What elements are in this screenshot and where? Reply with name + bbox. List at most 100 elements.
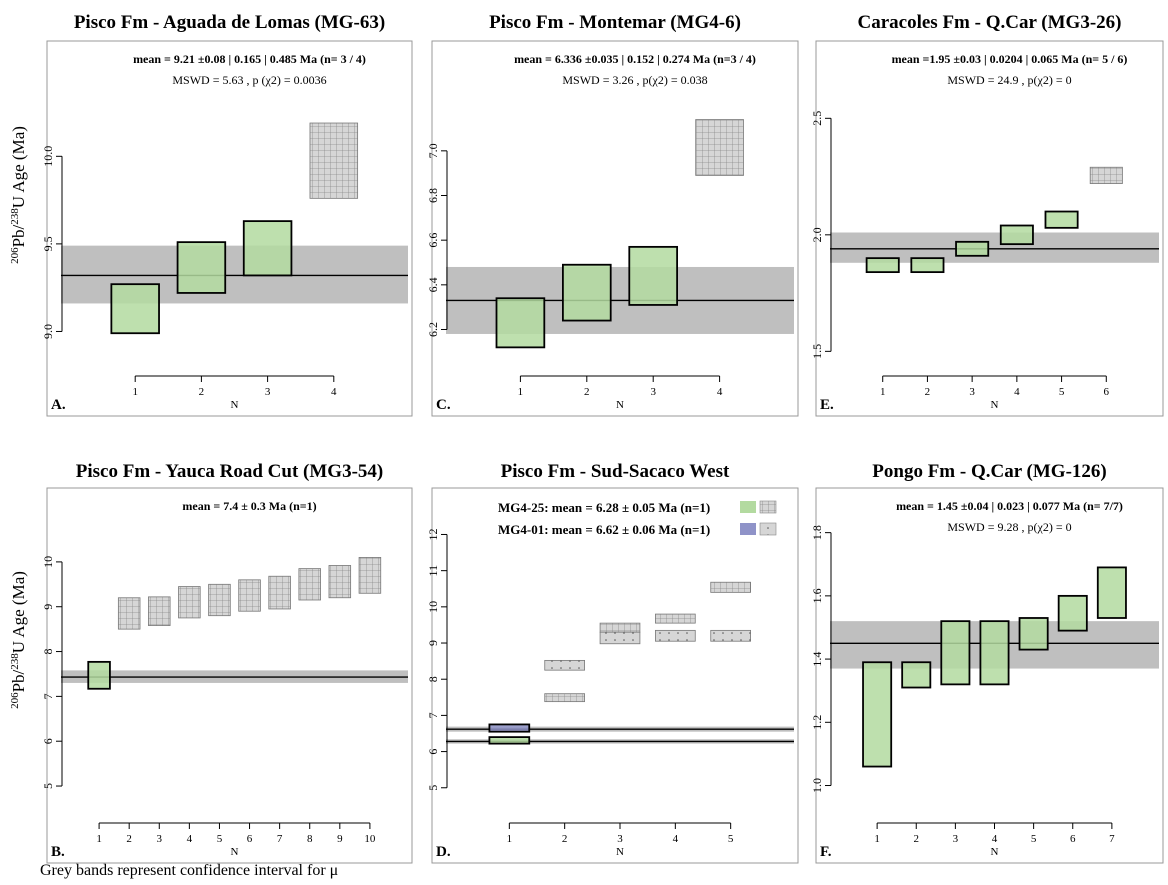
- stats-line: mean = 9.21 ±0.08 | 0.165 | 0.485 Ma (n=…: [133, 52, 366, 66]
- x-tick-label: 10: [364, 833, 376, 845]
- mswd-line: MSWD = 24.9 , p(χ2) = 0: [947, 73, 1071, 87]
- age-box-2: [901, 661, 932, 689]
- x-tick-label: 1: [874, 833, 880, 845]
- age-box-7: [268, 575, 291, 610]
- x-tick-label: 2: [914, 833, 920, 845]
- y-tick-label: 6.8: [426, 188, 440, 203]
- panel-frame: [46, 40, 413, 417]
- y-tick-label: 1.2: [810, 715, 824, 730]
- y-title-sup1: 206: [9, 247, 21, 264]
- x-tick-label: 3: [650, 386, 656, 398]
- age-box-4: [695, 119, 744, 176]
- mswd-line: MSWD = 5.63 , p (χ2) = 0.0036: [172, 73, 326, 87]
- y-tick-label: 5: [426, 785, 440, 791]
- age-box-6: [1057, 594, 1088, 632]
- x-tick-label: 5: [1031, 833, 1037, 845]
- y-title-mid: Pb/: [9, 224, 28, 247]
- age-box-3: [955, 240, 990, 257]
- legend-swatch-fill: [740, 523, 756, 535]
- panel-label: E.: [820, 397, 834, 413]
- x-tick-label: 7: [277, 833, 283, 845]
- x-tick-label: 4: [187, 833, 193, 845]
- age-box-2: [488, 723, 531, 733]
- age-box-4: [979, 620, 1010, 686]
- stats-line: mean = 6.336 ±0.035 | 0.152 | 0.274 Ma (…: [514, 52, 756, 66]
- x-tick-label: 5: [728, 833, 734, 845]
- y-tick-label: 9: [426, 640, 440, 646]
- age-box-3: [940, 620, 971, 686]
- x-tick-label: 2: [562, 833, 568, 845]
- age-box-2: [117, 597, 141, 630]
- x-tick-label: 3: [969, 386, 975, 398]
- y-tick-label: 7: [41, 693, 55, 699]
- y-tick-label: 8: [426, 676, 440, 682]
- y-tick-label: 5: [41, 783, 55, 789]
- age-box-6: [1089, 166, 1123, 184]
- mswd-line: MSWD = 3.26 , p(χ2) = 0.038: [562, 73, 707, 87]
- panel-frame: [815, 40, 1164, 417]
- x-tick-label: 2: [925, 386, 931, 398]
- x-tick-label: 5: [217, 833, 223, 845]
- age-box-3: [242, 220, 293, 277]
- panel-label: F.: [820, 844, 832, 860]
- x-axis-label: N: [231, 846, 239, 858]
- x-tick-label: 3: [617, 833, 623, 845]
- age-box-9: [710, 581, 751, 593]
- y-tick-label: 10.0: [41, 146, 55, 167]
- age-box-3: [148, 596, 171, 626]
- x-tick-label: 1: [96, 833, 102, 845]
- age-box-4: [309, 122, 359, 199]
- panel-C: Pisco Fm - Montemar (MG4-6) C. mean = 6.33…: [426, 12, 799, 417]
- age-box-3: [544, 693, 585, 703]
- age-box-8: [655, 629, 696, 642]
- panel-label: D.: [436, 844, 451, 860]
- x-tick-label: 9: [337, 833, 343, 845]
- y-title-suffix: U Age (Ma): [9, 126, 28, 208]
- x-tick-label: 4: [717, 386, 723, 398]
- panel-frame: [431, 487, 799, 864]
- panel-label: A.: [51, 397, 66, 413]
- legend-text-2: MG4-01: mean = 6.62 ± 0.06 Ma (n=1): [498, 522, 710, 537]
- age-box-8: [298, 568, 321, 601]
- x-tick-label: 5: [1059, 386, 1065, 398]
- age-box-9: [328, 565, 352, 599]
- age-box-3: [628, 245, 679, 306]
- y-title-sup2: 238: [9, 653, 21, 670]
- panel-B: Pisco Fm - Yauca Road Cut (MG3-54) B. mean…: [41, 461, 413, 864]
- x-tick-label: 1: [507, 833, 513, 845]
- y-tick-label: 6: [41, 738, 55, 744]
- age-box-4: [178, 586, 201, 619]
- age-box-1: [110, 283, 160, 335]
- panel-title: Pisco Fm - Montemar (MG4-6): [489, 12, 741, 33]
- y-title-suffix: U Age (Ma): [9, 571, 28, 653]
- x-tick-label: 6: [247, 833, 253, 845]
- age-box-5: [1044, 210, 1079, 229]
- mswd-line: MSWD = 9.28 , p(χ2) = 0: [947, 520, 1071, 534]
- age-box-1: [488, 736, 531, 745]
- y-tick-label: 1.0: [810, 778, 824, 793]
- age-box-2: [561, 263, 612, 322]
- x-tick-label: 1: [880, 386, 886, 398]
- x-axis-label: N: [231, 399, 239, 411]
- x-tick-label: 3: [953, 833, 959, 845]
- y-tick-label: 1.6: [810, 588, 824, 603]
- age-box-6: [599, 631, 641, 645]
- age-box-5: [208, 583, 231, 617]
- y-title-sup2: 238: [9, 208, 21, 225]
- y-tick-label: 12: [426, 528, 440, 540]
- x-tick-label: 7: [1109, 833, 1115, 845]
- panel-frame: [46, 487, 413, 864]
- age-box-6: [238, 579, 261, 612]
- x-tick-label: 4: [992, 833, 998, 845]
- x-tick-label: 6: [1104, 386, 1110, 398]
- y-tick-label: 6.6: [426, 233, 440, 248]
- age-box-4: [544, 659, 585, 671]
- legend-swatch-fill: [740, 501, 756, 513]
- panel-D: Pisco Fm - Sud-Sacaco WestD.567891011121…: [426, 461, 799, 864]
- x-axis-label: N: [616, 846, 624, 858]
- x-tick-label: 1: [518, 386, 524, 398]
- panel-title: Pongo Fm - Q.Car (MG-126): [872, 461, 1106, 482]
- age-box-2: [176, 241, 227, 294]
- y-tick-label: 1.5: [810, 344, 824, 359]
- x-axis-label: N: [991, 846, 999, 858]
